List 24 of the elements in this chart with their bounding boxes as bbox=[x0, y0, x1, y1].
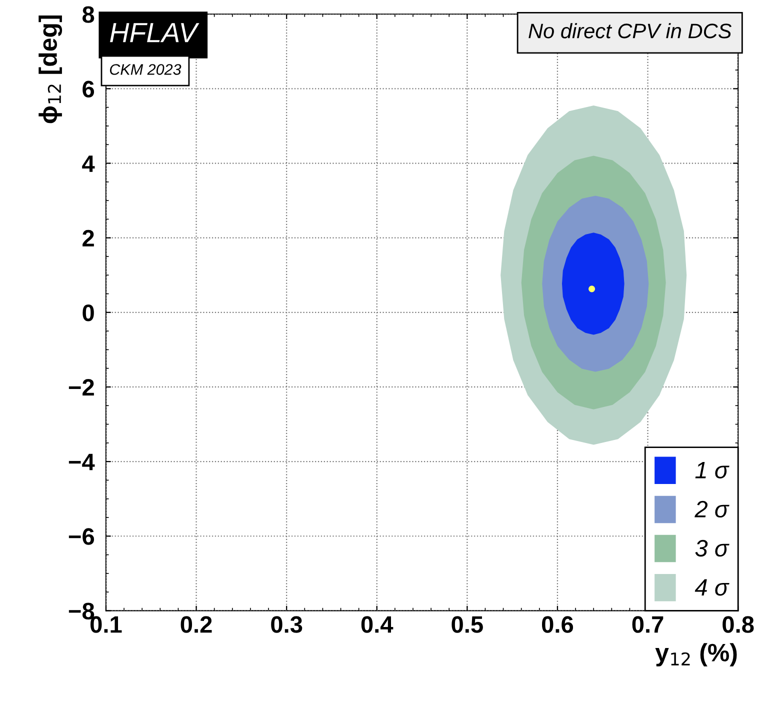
x-tick-label: 0.6 bbox=[542, 616, 574, 633]
y-tick-label: 6 bbox=[82, 80, 94, 98]
y-tick-label: 2 bbox=[82, 230, 94, 246]
chart-title: No direct CPV in DCS bbox=[528, 23, 732, 38]
y-tick-label: −2 bbox=[68, 379, 94, 396]
y-tick-label: 4 bbox=[82, 156, 95, 172]
annotation: HFLAV bbox=[110, 23, 200, 42]
y-tick-label: 0 bbox=[82, 304, 94, 322]
x-tick-label: 0.4 bbox=[361, 616, 394, 633]
y-tick-label: −6 bbox=[68, 528, 94, 545]
legend-label: 4 σ bbox=[694, 579, 730, 596]
legend-label: 2 σ bbox=[694, 500, 730, 518]
legend-label: 1 σ bbox=[695, 462, 730, 478]
x-tick-label: 0.3 bbox=[271, 616, 302, 633]
y-tick-label: 8 bbox=[82, 6, 94, 23]
x-tick-label: 0.5 bbox=[452, 616, 483, 633]
x-tick-label: 0.8 bbox=[722, 616, 754, 633]
x-tick-label: 0.2 bbox=[180, 616, 212, 633]
y-tick-label: −4 bbox=[68, 454, 95, 470]
x-axis-title: y$_{12}$ (%) bbox=[655, 643, 737, 666]
y-axis-title: ϕ$_{12}$ [deg] bbox=[38, 16, 62, 124]
x-tick-label: 0.7 bbox=[632, 616, 664, 633]
legend-label: 3 σ bbox=[695, 540, 730, 557]
annotation: CKM 2023 bbox=[110, 64, 182, 75]
